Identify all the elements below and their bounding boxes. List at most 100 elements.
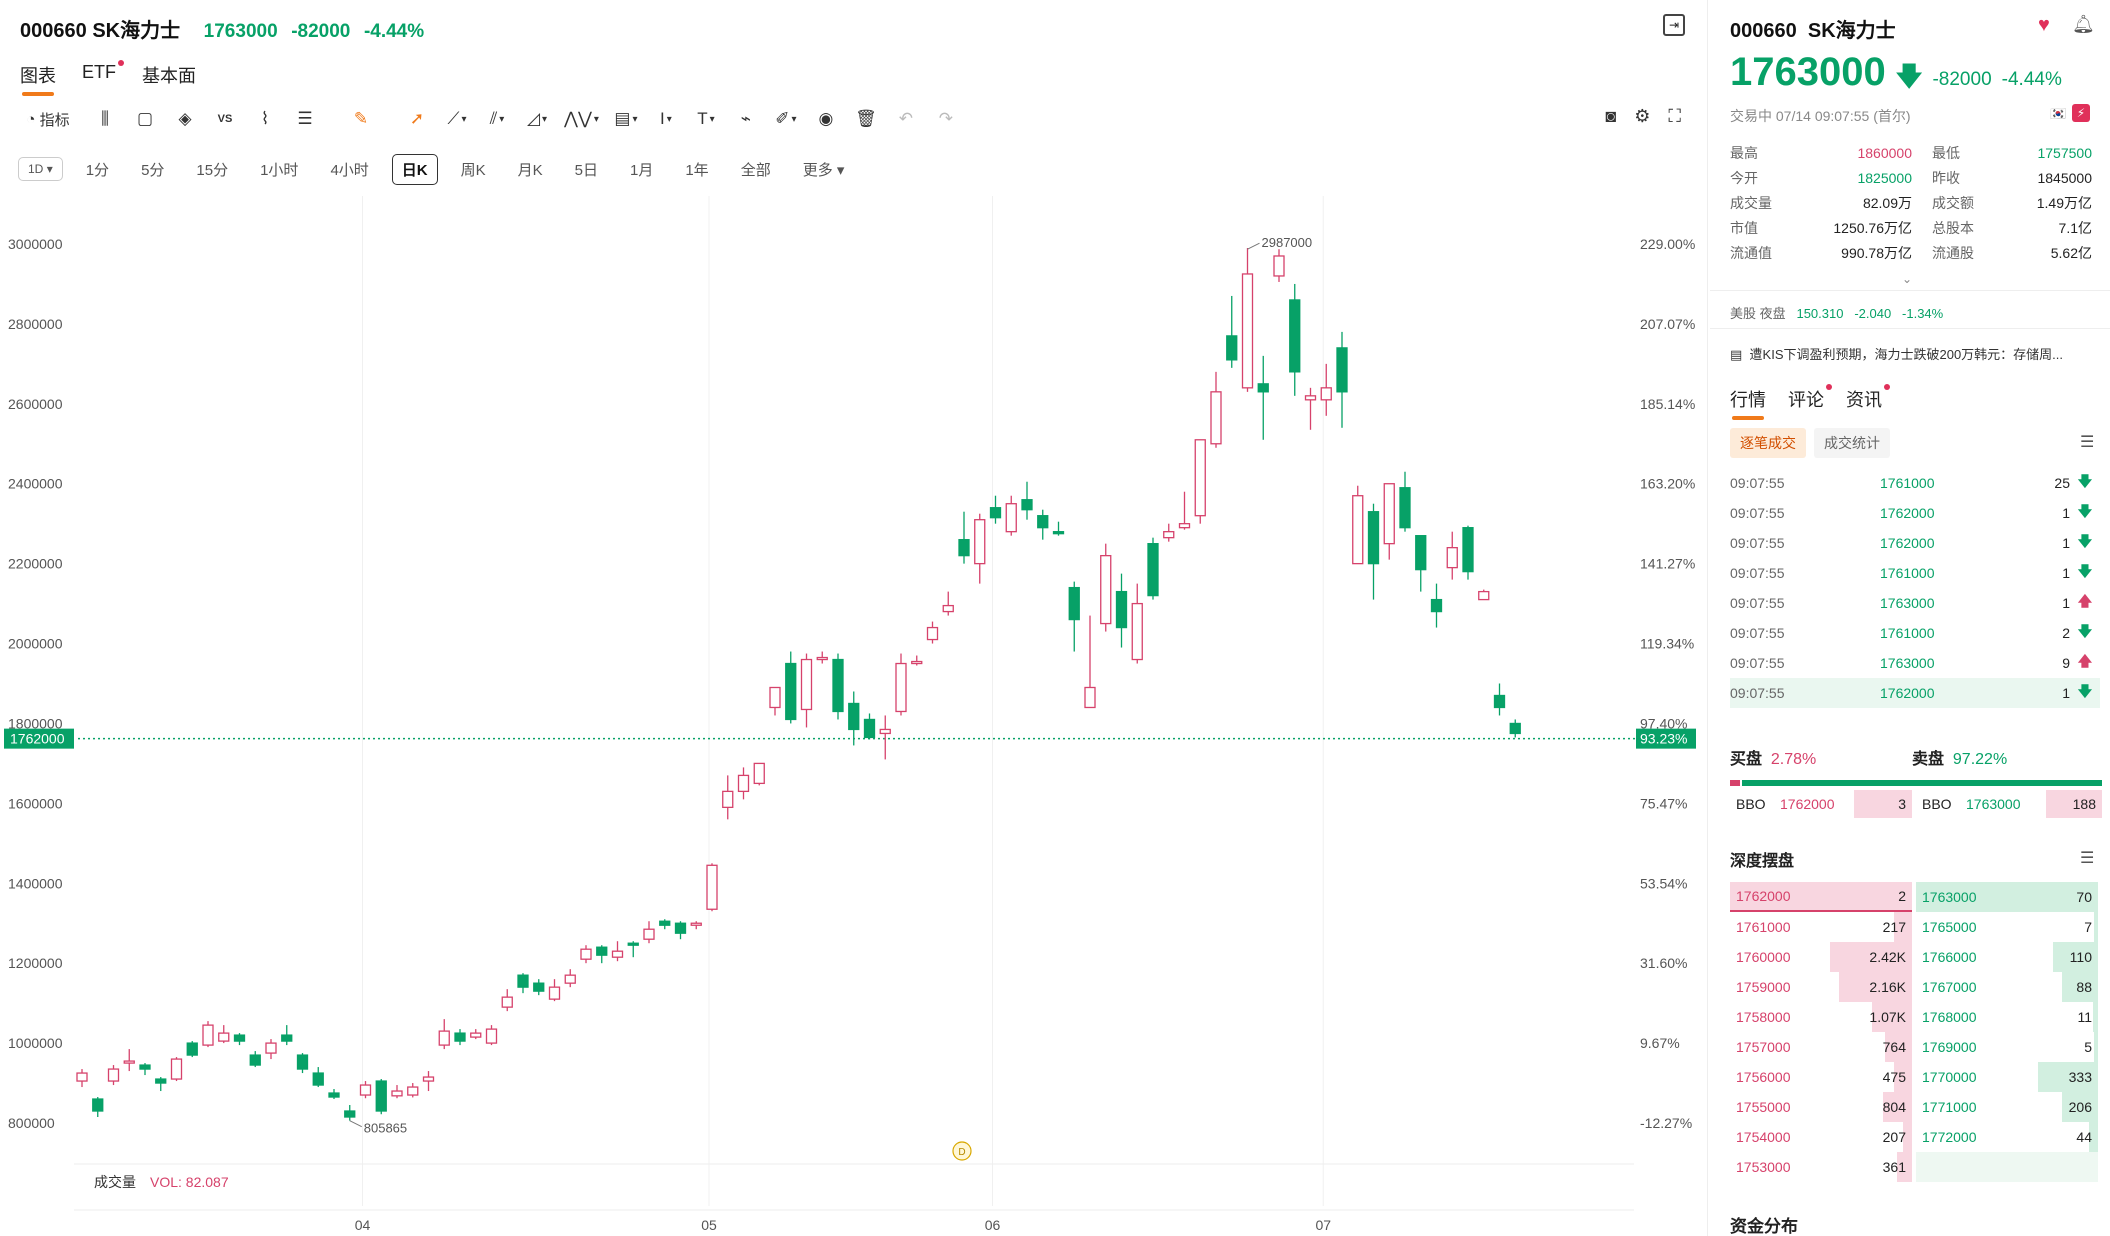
align-icon[interactable]: ☰ xyxy=(297,109,313,128)
candle[interactable] xyxy=(186,1042,198,1056)
candle[interactable] xyxy=(1115,590,1128,629)
bid-level[interactable]: 1758000 1.07K xyxy=(1730,1002,1912,1032)
tab-news[interactable]: 资讯 xyxy=(1846,384,1890,412)
candle[interactable] xyxy=(1320,387,1332,401)
candle[interactable] xyxy=(926,626,939,641)
candle[interactable] xyxy=(1241,273,1254,389)
candle[interactable] xyxy=(218,1032,230,1042)
candle[interactable] xyxy=(1289,299,1301,373)
indicator-button[interactable]: ◔ 指标 xyxy=(18,106,78,132)
period-5d[interactable]: 5日 xyxy=(574,161,598,179)
camera-icon[interactable]: ◙ xyxy=(1605,106,1617,126)
candle[interactable] xyxy=(407,1086,419,1096)
candle[interactable] xyxy=(974,519,986,565)
candle[interactable] xyxy=(155,1078,167,1084)
period-more[interactable]: 更多 ▾ xyxy=(794,155,854,184)
candle[interactable] xyxy=(139,1064,151,1070)
tab-etf[interactable]: ETF xyxy=(82,60,124,88)
ask-level[interactable]: 1763000 70 xyxy=(1916,882,2098,912)
bid-level[interactable]: 1760000 2.42K xyxy=(1730,942,1912,972)
period-15min[interactable]: 15分 xyxy=(196,161,229,179)
candle[interactable] xyxy=(1052,531,1065,535)
layers-icon[interactable]: ◈ xyxy=(178,109,192,128)
candle[interactable] xyxy=(1493,694,1506,709)
ask-level[interactable]: 1766000 110 xyxy=(1916,942,2098,972)
night-session[interactable]: 美股 夜盘 150.310 -2.040 -1.34% xyxy=(1730,303,1943,322)
subtab-trade-stats[interactable]: 成交统计 xyxy=(1814,428,1890,458)
candle[interactable] xyxy=(533,982,545,992)
period-5min[interactable]: 5分 xyxy=(141,161,165,179)
candle[interactable] xyxy=(989,507,1002,519)
candle[interactable] xyxy=(722,790,734,809)
ask-level[interactable]: 1772000 44 xyxy=(1916,1122,2098,1152)
undo-icon[interactable]: ↶ xyxy=(898,109,914,128)
period-monthly[interactable]: 月K xyxy=(517,161,543,179)
period-all[interactable]: 全部 xyxy=(740,161,771,179)
period-1min[interactable]: 1分 xyxy=(85,161,110,179)
compare-chart-icon[interactable]: ⌇ xyxy=(260,109,270,128)
candle[interactable] xyxy=(249,1054,261,1066)
candle[interactable] xyxy=(1037,515,1049,529)
text-label-icon[interactable]: T ▾ xyxy=(697,109,715,128)
candle[interactable] xyxy=(202,1024,214,1046)
candle[interactable] xyxy=(1210,391,1222,445)
candle[interactable] xyxy=(359,1084,372,1096)
candle[interactable] xyxy=(1273,255,1285,277)
tab-market[interactable]: 行情 xyxy=(1730,386,1766,420)
expand-chevron-icon[interactable]: ⌄ xyxy=(1902,272,1913,286)
candle[interactable] xyxy=(344,1110,356,1118)
candle[interactable] xyxy=(1352,495,1364,565)
bid-level[interactable]: 1759000 2.16K xyxy=(1730,972,1912,1002)
candle[interactable] xyxy=(170,1058,183,1080)
shape-tool-icon[interactable]: ◿ ▾ xyxy=(526,109,548,128)
candle[interactable] xyxy=(800,658,813,711)
period-weekly[interactable]: 周K xyxy=(460,161,486,179)
candle[interactable] xyxy=(470,1032,482,1038)
candle[interactable] xyxy=(76,1072,88,1082)
fullscreen-icon[interactable]: ⛶ xyxy=(1668,106,1681,126)
depth-settings-icon[interactable]: ☰ xyxy=(2080,850,2095,867)
candle[interactable] xyxy=(1462,527,1474,573)
candle[interactable] xyxy=(785,662,797,721)
bid-level[interactable]: 1757000 764 xyxy=(1730,1032,1912,1062)
candle[interactable] xyxy=(391,1090,403,1097)
candle[interactable] xyxy=(690,922,702,926)
candle[interactable] xyxy=(233,1034,246,1042)
candle[interactable] xyxy=(1257,383,1269,393)
news-headline[interactable]: ▤ 遭KIS下调盈利预期，海力士跌破200万韩元：存储周... xyxy=(1730,344,2100,363)
subtab-tick-trades[interactable]: 逐笔成交 xyxy=(1730,428,1806,458)
candle[interactable] xyxy=(517,974,529,988)
redo-icon[interactable]: ↷ xyxy=(938,109,954,128)
candle[interactable] xyxy=(265,1042,277,1054)
bid-level[interactable]: 1761000 217 xyxy=(1730,912,1912,942)
eye-icon[interactable]: ◉ xyxy=(818,109,834,128)
candle[interactable] xyxy=(643,928,655,940)
ask-level[interactable]: 1771000 206 xyxy=(1916,1092,2098,1122)
text-tool-icon[interactable]: I ▾ xyxy=(660,109,672,128)
fib-tool-icon[interactable]: ⫽ ▾ xyxy=(489,109,505,128)
candle[interactable] xyxy=(1226,335,1238,361)
bid-level[interactable]: 1755000 804 xyxy=(1730,1092,1912,1122)
candle[interactable] xyxy=(737,774,750,793)
bid-level[interactable]: 1753000 361 xyxy=(1730,1152,1912,1182)
candle[interactable] xyxy=(674,922,687,934)
candle[interactable] xyxy=(281,1034,293,1042)
candle[interactable] xyxy=(296,1054,309,1070)
bid-level[interactable]: 1756000 475 xyxy=(1730,1062,1912,1092)
bell-icon[interactable]: 🔔︎ xyxy=(2072,14,2095,34)
candle[interactable] xyxy=(548,986,561,1000)
tab-fundamentals[interactable]: 基本面 xyxy=(142,66,196,86)
tab-chart[interactable]: 图表 xyxy=(20,62,56,96)
rectangle-icon[interactable]: ▢ xyxy=(136,109,154,128)
candle[interactable] xyxy=(706,864,718,910)
period-1h[interactable]: 1小时 xyxy=(260,161,299,179)
bid-level[interactable]: 1754000 207 xyxy=(1730,1122,1912,1152)
pattern-tool-icon[interactable]: ⋀⋁ ▾ xyxy=(564,109,599,128)
ask-level[interactable]: 1765000 7 xyxy=(1916,912,2098,942)
period-1y[interactable]: 1年 xyxy=(685,161,709,179)
cursor-icon[interactable]: ➚ xyxy=(409,109,425,128)
period-4h[interactable]: 4小时 xyxy=(330,161,369,179)
ask-level[interactable]: 1769000 5 xyxy=(1916,1032,2098,1062)
ask-level[interactable] xyxy=(1916,1152,2098,1182)
dividend-event-icon[interactable] xyxy=(952,1141,972,1161)
